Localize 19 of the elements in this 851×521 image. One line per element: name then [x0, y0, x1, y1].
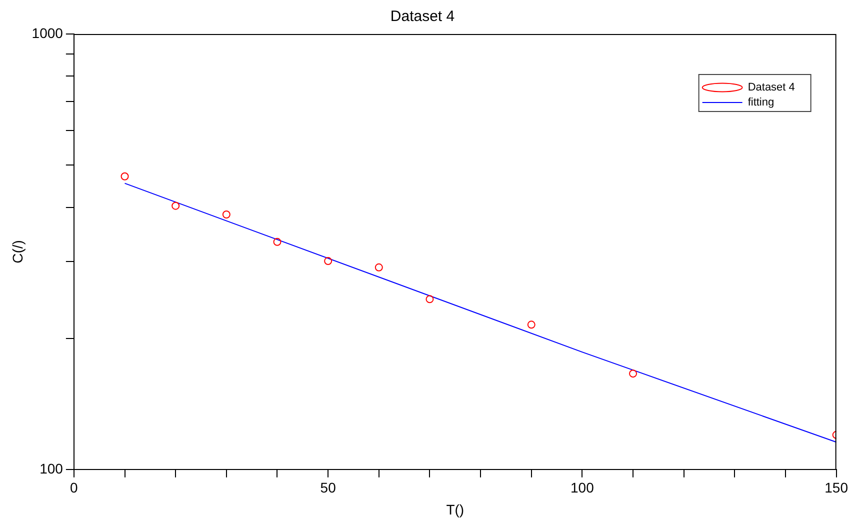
point [120, 172, 129, 180]
point [222, 210, 230, 218]
point [172, 202, 180, 210]
legend-label: fitting [748, 96, 774, 109]
point [374, 263, 383, 272]
y-tick-label: 1000 [32, 24, 64, 41]
x-axis-title: T() [446, 501, 464, 518]
y-axis-title: C(/) [9, 240, 26, 264]
point [629, 370, 638, 378]
x-tick-label: 50 [320, 480, 336, 496]
x-tick-label: 150 [824, 480, 848, 496]
point [324, 257, 332, 266]
point [527, 320, 536, 329]
point [273, 238, 282, 246]
chart-title: Dataset 4 [390, 8, 455, 26]
x-tick-label: 0 [70, 480, 78, 496]
x-tick-label: 100 [570, 480, 594, 496]
legend-label: Dataset 4 [748, 82, 795, 94]
point [426, 295, 434, 304]
